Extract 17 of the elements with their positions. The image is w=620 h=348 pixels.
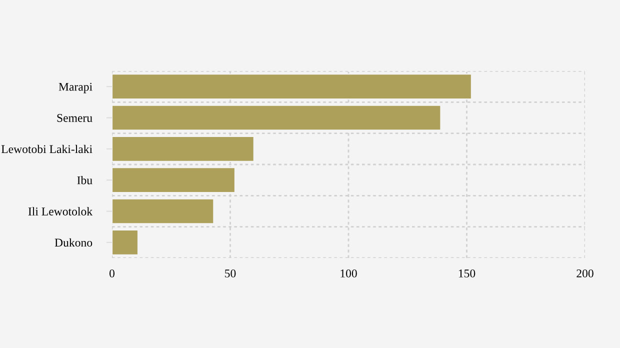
bar [112, 136, 254, 162]
bar [112, 198, 214, 224]
x-tick-label: 200 [576, 269, 594, 278]
x-tick-label: 100 [340, 269, 357, 278]
bar [112, 229, 139, 256]
y-tick-label: Ibu [77, 176, 92, 184]
y-tick-label: Marapi [58, 82, 92, 94]
bar [112, 167, 236, 194]
bar [112, 104, 442, 131]
y-tick-label: Dukono [54, 238, 92, 247]
x-tick-label: 0 [110, 269, 114, 278]
y-tick-label: Semeru [57, 114, 92, 122]
y-tick-label: Ili Lewotolok [28, 207, 93, 216]
x-tick-label: 50 [225, 269, 236, 278]
bar [112, 74, 472, 100]
y-tick-label: Lewotobi Laki-laki [1, 144, 92, 154]
x-tick-label: 150 [458, 269, 476, 278]
